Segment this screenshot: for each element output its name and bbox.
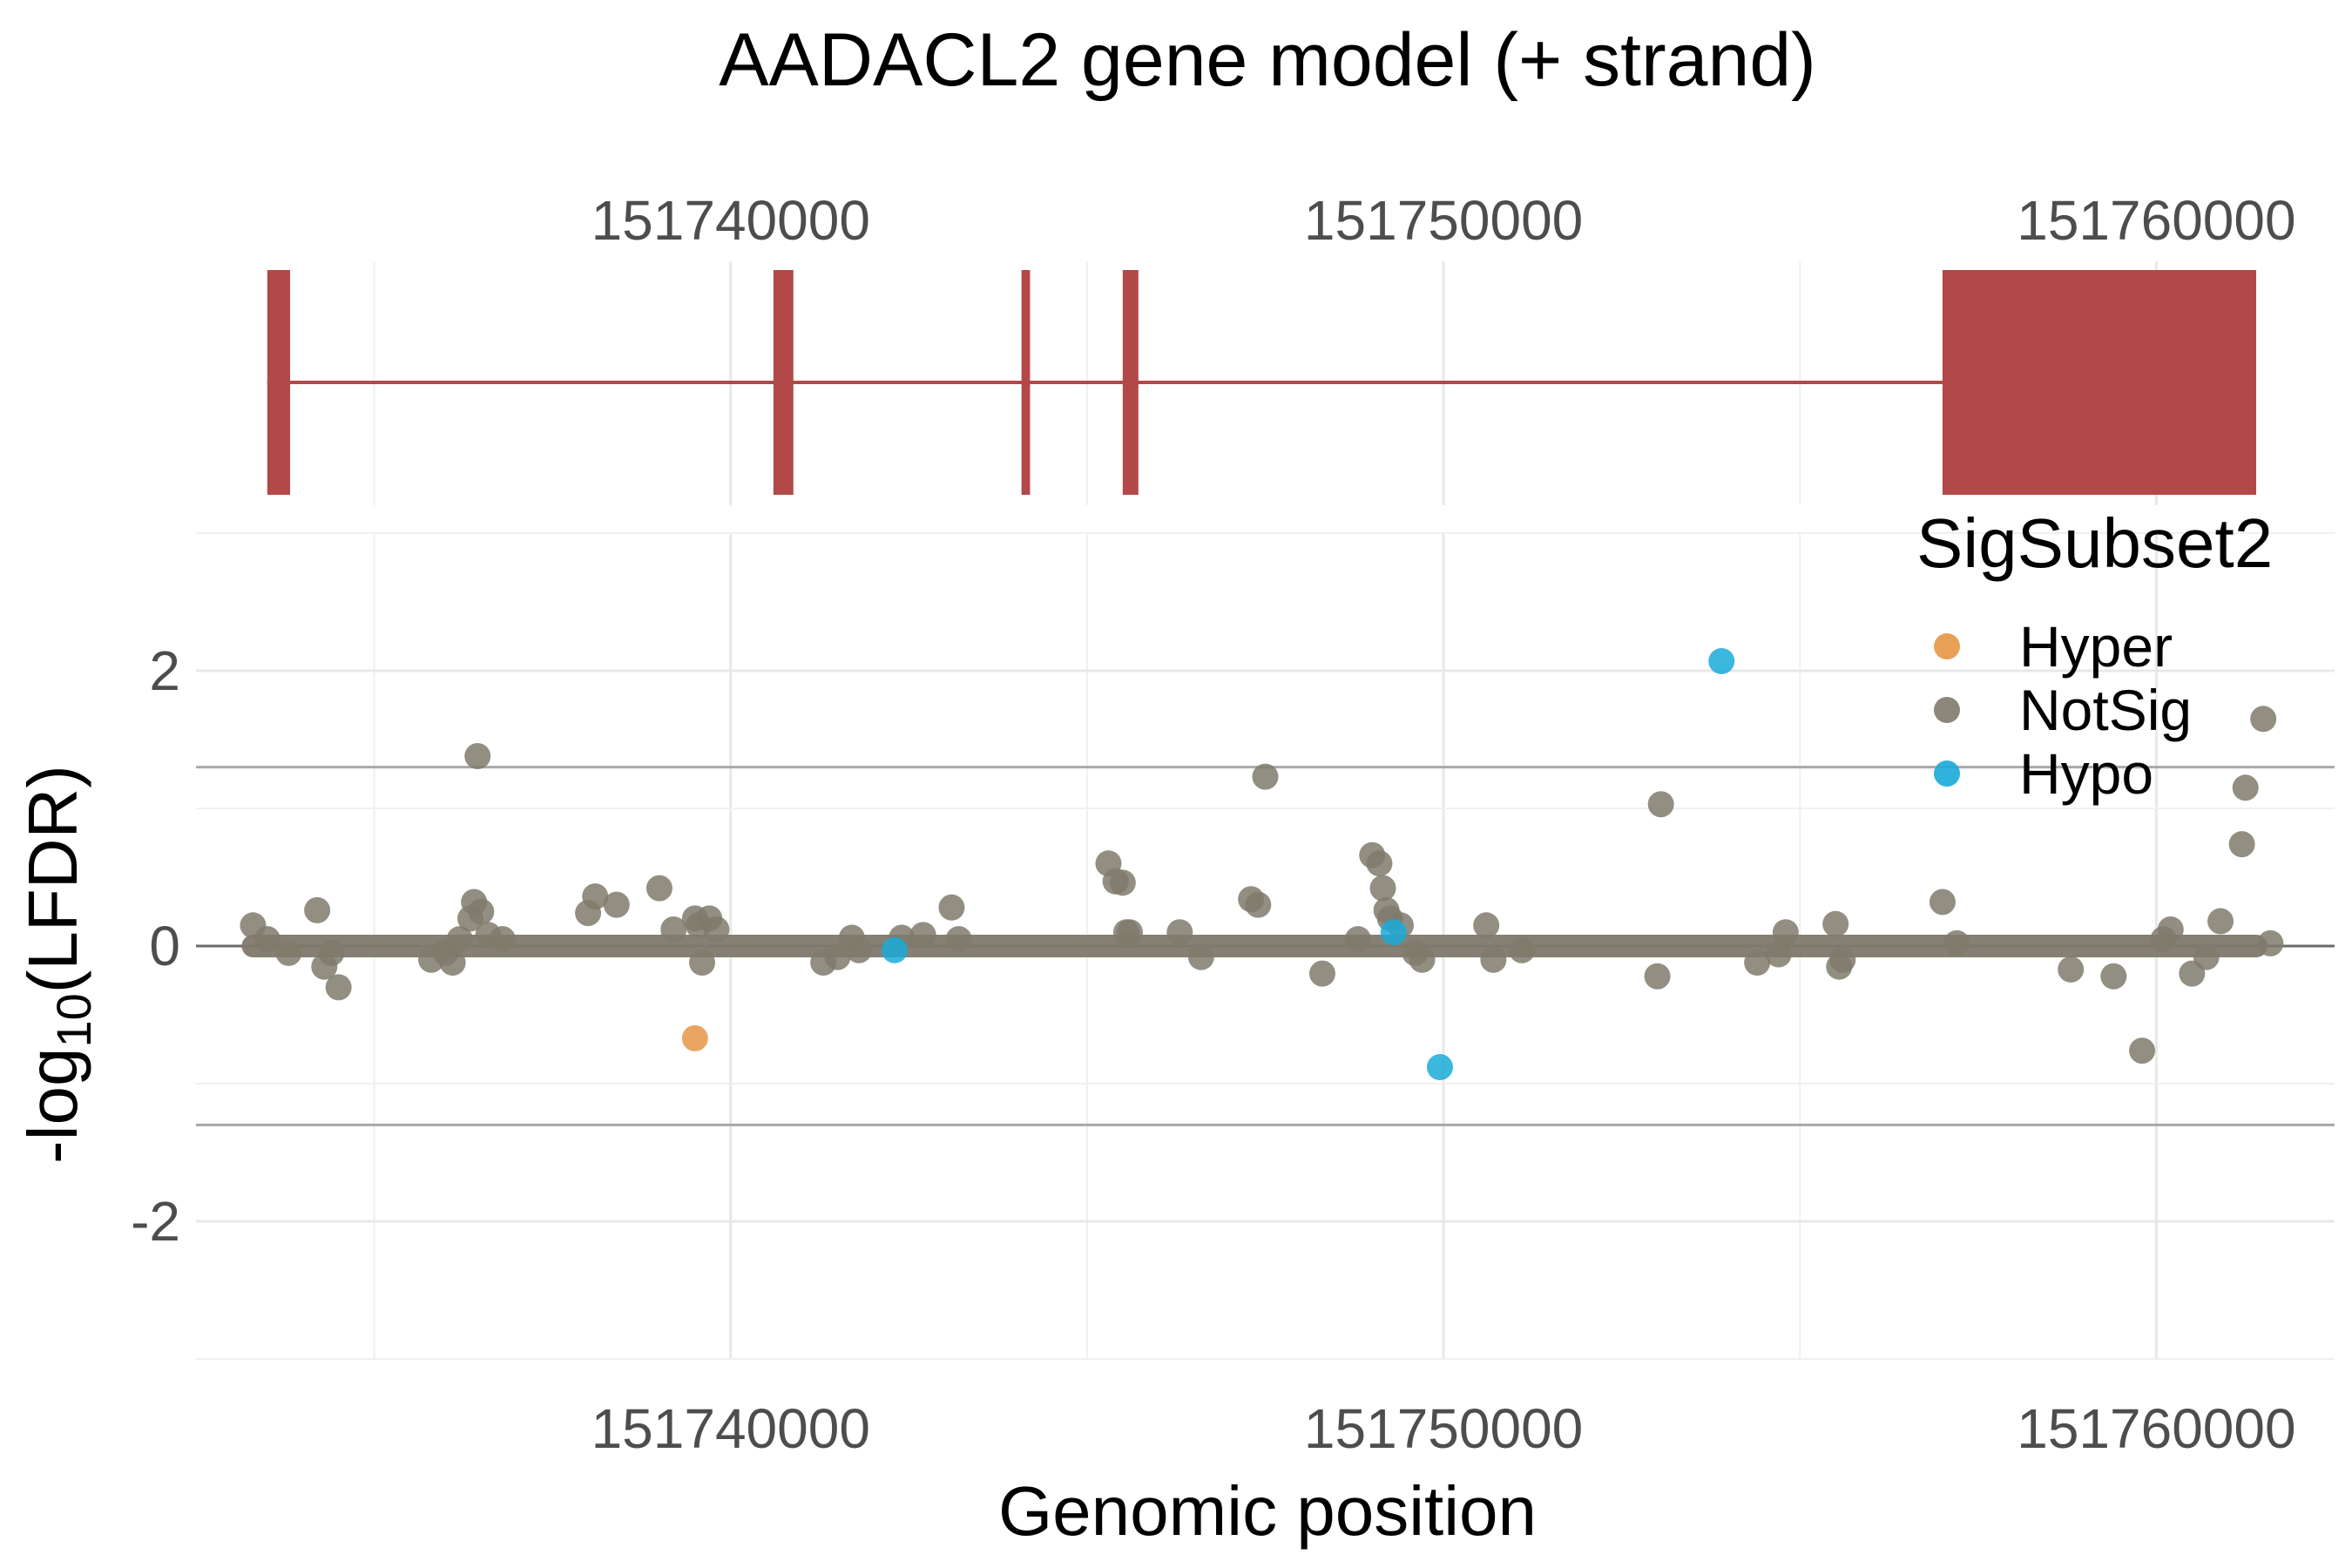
legend-label-notsig: NotSig — [2019, 678, 2192, 742]
exon-block — [1021, 270, 1031, 495]
point-notsig — [1829, 946, 1856, 973]
scatter-points — [240, 647, 2284, 1081]
point-hypo — [881, 936, 908, 963]
point-notsig — [1117, 919, 1144, 946]
point-notsig — [846, 936, 873, 963]
gene-shapes — [267, 270, 2256, 495]
point-notsig — [2100, 963, 2127, 990]
gene-x-tick-label: 151740000 — [591, 189, 870, 252]
point-notsig — [318, 939, 345, 966]
legend-label-hyper: Hyper — [2019, 614, 2173, 679]
point-notsig — [1245, 891, 1272, 918]
point-notsig — [468, 898, 495, 925]
point-notsig — [1187, 943, 1214, 970]
point-notsig — [2257, 929, 2284, 956]
point-notsig — [2228, 831, 2255, 858]
point-notsig — [938, 894, 965, 921]
y-tick-label: -2 — [131, 1190, 180, 1253]
point-notsig — [253, 926, 280, 953]
point-notsig — [582, 883, 609, 910]
x-tick-label: 151750000 — [1304, 1397, 1583, 1460]
point-notsig — [1369, 875, 1396, 902]
point-hypo — [1426, 1054, 1453, 1081]
y-axis-label: -log10(LFDR) — [14, 765, 101, 1164]
gene-model-panel: 151740000 151750000 151760000 — [267, 189, 2296, 505]
point-notsig — [2129, 1037, 2156, 1064]
point-notsig — [1366, 850, 1393, 877]
point-notsig — [2250, 706, 2277, 733]
gene-x-tick-label: 151750000 — [1304, 189, 1583, 252]
point-notsig — [2207, 908, 2234, 935]
point-notsig — [1822, 910, 1849, 937]
point-notsig — [489, 926, 516, 953]
exon-block — [1122, 270, 1139, 495]
point-notsig — [1109, 869, 1136, 896]
point-notsig — [1765, 941, 1792, 968]
point-notsig — [1473, 912, 1500, 939]
point-notsig — [275, 939, 302, 966]
point-notsig — [603, 891, 630, 918]
chart-title: AADACL2 gene model (+ strand) — [719, 18, 1816, 102]
point-notsig — [1509, 936, 1536, 963]
point-notsig — [2058, 956, 2085, 983]
point-notsig — [446, 926, 473, 953]
point-notsig — [1943, 929, 1970, 956]
point-hypo — [1380, 919, 1407, 946]
point-notsig — [945, 926, 972, 953]
point-notsig — [1647, 791, 1674, 818]
point-notsig — [689, 949, 716, 976]
point-notsig — [1344, 926, 1371, 953]
y-axis-label-suffix: (LFDR) — [14, 765, 91, 993]
point-notsig — [909, 922, 936, 949]
point-notsig — [1308, 960, 1335, 987]
x-tick-labels: 151740000 151750000 151760000 — [591, 1397, 2296, 1460]
point-hypo — [1708, 647, 1735, 674]
point-hyper — [681, 1024, 708, 1051]
x-tick-label: 151760000 — [2017, 1397, 2295, 1460]
point-notsig — [824, 943, 851, 970]
scatter-panel: 151740000 151750000 151760000 -2 0 2 — [131, 532, 2335, 1460]
point-notsig — [645, 875, 672, 902]
point-notsig — [2232, 774, 2259, 801]
point-notsig — [2193, 943, 2220, 970]
point-notsig — [1480, 946, 1507, 973]
point-notsig — [439, 949, 466, 976]
point-notsig — [1252, 763, 1279, 790]
point-notsig — [660, 916, 687, 943]
gene-x-tick-label: 151760000 — [2017, 189, 2295, 252]
y-tick-label: 0 — [149, 915, 180, 977]
point-notsig — [1772, 919, 1799, 946]
point-notsig — [2157, 916, 2184, 943]
point-notsig — [1744, 949, 1771, 976]
point-notsig — [1644, 963, 1671, 990]
point-notsig — [703, 916, 730, 943]
point-notsig — [1409, 946, 1436, 973]
legend-title: SigSubset2 — [1916, 504, 2273, 582]
exon-block — [267, 270, 291, 495]
point-notsig — [464, 742, 491, 769]
legend-key-hypo — [1934, 760, 1960, 787]
legend-key-notsig — [1934, 697, 1960, 723]
point-notsig — [325, 974, 352, 1001]
exon-block — [1942, 270, 2256, 495]
x-axis-label: Genomic position — [998, 1472, 1537, 1550]
point-notsig — [1929, 889, 1956, 916]
y-axis-label-prefix: -log — [14, 1048, 91, 1164]
y-axis-label-subscript: 10 — [46, 993, 101, 1047]
point-notsig — [1166, 919, 1193, 946]
point-notsig — [304, 896, 331, 923]
x-tick-label: 151740000 — [591, 1397, 870, 1460]
y-tick-labels: -2 0 2 — [131, 639, 180, 1253]
legend-key-hyper — [1934, 633, 1960, 659]
y-tick-label: 2 — [149, 639, 180, 702]
exon-block — [773, 270, 794, 495]
gene-tick-labels: 151740000 151750000 151760000 — [591, 189, 2296, 252]
legend-label-hypo: Hypo — [2019, 741, 2153, 806]
